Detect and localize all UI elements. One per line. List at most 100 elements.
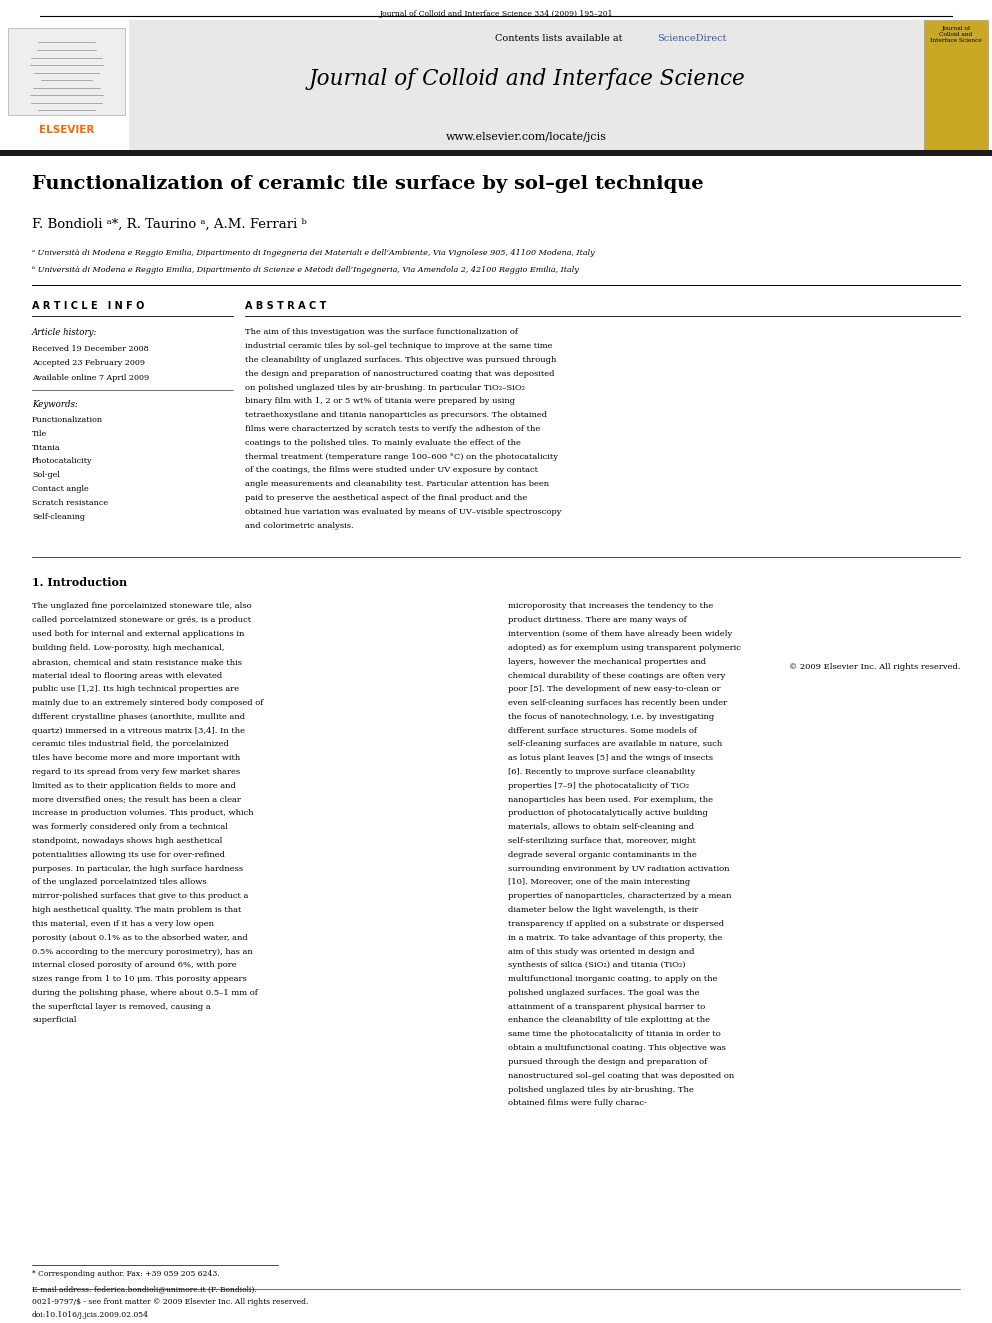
Text: polished unglazed surfaces. The goal was the: polished unglazed surfaces. The goal was… [508,988,699,998]
Text: layers, however the mechanical properties and: layers, however the mechanical propertie… [508,658,706,665]
Text: microporosity that increases the tendency to the: microporosity that increases the tendenc… [508,602,713,610]
Text: Self-cleaning: Self-cleaning [32,512,85,520]
Text: quartz) immersed in a vitreous matrix [3,4]. In the: quartz) immersed in a vitreous matrix [3… [32,726,245,734]
Text: ScienceDirect: ScienceDirect [657,34,726,44]
Text: self-cleaning surfaces are available in nature, such: self-cleaning surfaces are available in … [508,741,722,749]
Text: Contents lists available at: Contents lists available at [494,34,625,44]
Text: different crystalline phases (anorthite, mullite and: different crystalline phases (anorthite,… [32,713,245,721]
Text: ceramic tiles industrial field, the porcelainized: ceramic tiles industrial field, the porc… [32,741,229,749]
Text: industrial ceramic tiles by sol–gel technique to improve at the same time: industrial ceramic tiles by sol–gel tech… [245,343,553,351]
Text: materials, allows to obtain self-cleaning and: materials, allows to obtain self-cleanin… [508,823,694,831]
Text: of the coatings, the films were studied under UV exposure by contact: of the coatings, the films were studied … [245,467,538,475]
Text: Functionalization of ceramic tile surface by sol–gel technique: Functionalization of ceramic tile surfac… [32,176,703,193]
Text: purposes. In particular, the high surface hardness: purposes. In particular, the high surfac… [32,865,243,873]
Text: Article history:: Article history: [32,328,97,337]
Text: tetraethoxysilane and titania nanoparticles as precursors. The obtained: tetraethoxysilane and titania nanopartic… [245,411,548,419]
Text: abrasion, chemical and stain resistance make this: abrasion, chemical and stain resistance … [32,658,242,665]
Text: on polished unglazed tiles by air-brushing. In particular TiO₂–SiO₂: on polished unglazed tiles by air-brushi… [245,384,525,392]
Text: Contact angle: Contact angle [32,486,88,493]
Text: Scratch resistance: Scratch resistance [32,499,108,507]
Text: obtained films were fully charac-: obtained films were fully charac- [508,1099,647,1107]
Text: surrounding environment by UV radiation activation: surrounding environment by UV radiation … [508,865,729,873]
Text: Titania: Titania [32,443,61,451]
Text: called porcelainized stoneware or grés, is a product: called porcelainized stoneware or grés, … [32,617,251,624]
Text: public use [1,2]. Its high technical properties are: public use [1,2]. Its high technical pro… [32,685,239,693]
Text: porosity (about 0.1% as to the absorbed water, and: porosity (about 0.1% as to the absorbed … [32,934,248,942]
Text: mirror-polished surfaces that give to this product a: mirror-polished surfaces that give to th… [32,892,248,900]
Text: during the polishing phase, where about 0.5–1 mm of: during the polishing phase, where about … [32,988,258,998]
Text: attainment of a transparent physical barrier to: attainment of a transparent physical bar… [508,1003,705,1011]
Text: 0021-9797/$ - see front matter © 2009 Elsevier Inc. All rights reserved.: 0021-9797/$ - see front matter © 2009 El… [32,1298,309,1306]
Text: Journal of Colloid and Interface Science 334 (2009) 195–201: Journal of Colloid and Interface Science… [379,11,613,19]
Text: material ideal to flooring areas with elevated: material ideal to flooring areas with el… [32,672,222,680]
Text: superficial: superficial [32,1016,76,1024]
Text: Keywords:: Keywords: [32,401,77,410]
Text: as lotus plant leaves [5] and the wings of insects: as lotus plant leaves [5] and the wings … [508,754,713,762]
Text: aim of this study was oriented in design and: aim of this study was oriented in design… [508,947,694,955]
Text: adopted) as for exemplum using transparent polymeric: adopted) as for exemplum using transpare… [508,644,741,652]
Bar [8,28,125,115]
Text: Accepted 23 February 2009: Accepted 23 February 2009 [32,360,145,368]
Text: self-sterilizing surface that, moreover, might: self-sterilizing surface that, moreover,… [508,837,695,845]
Text: Photocatalicity: Photocatalicity [32,458,92,466]
Text: the cleanability of unglazed surfaces. This objective was pursued through: the cleanability of unglazed surfaces. T… [245,356,557,364]
Text: and colorimetric analysis.: and colorimetric analysis. [245,521,353,529]
Text: the focus of nanotechnology, i.e. by investigating: the focus of nanotechnology, i.e. by inv… [508,713,714,721]
Text: different surface structures. Some models of: different surface structures. Some model… [508,726,697,734]
Text: angle measurements and cleanability test. Particular attention has been: angle measurements and cleanability test… [245,480,550,488]
Text: obtain a multifunctional coating. This objective was: obtain a multifunctional coating. This o… [508,1044,726,1052]
Text: * Corresponding author. Fax: +39 059 205 6243.: * Corresponding author. Fax: +39 059 205… [32,1270,220,1278]
Text: regard to its spread from very few market shares: regard to its spread from very few marke… [32,769,240,777]
Text: The unglazed fine porcelainized stoneware tile, also: The unglazed fine porcelainized stonewar… [32,602,252,610]
Text: Sol-gel: Sol-gel [32,471,60,479]
Text: standpoint, nowadays shows high aesthetical: standpoint, nowadays shows high aestheti… [32,837,222,845]
Text: properties [7–9] the photocatalicity of TiO₂: properties [7–9] the photocatalicity of … [508,782,689,790]
Text: F. Bondioli ᵃ*, R. Taurino ᵃ, A.M. Ferrari ᵇ: F. Bondioli ᵃ*, R. Taurino ᵃ, A.M. Ferra… [32,217,307,230]
Text: thermal treatment (temperature range 100–600 °C) on the photocatalicity: thermal treatment (temperature range 100… [245,452,558,460]
Text: building field. Low-porosity, high mechanical,: building field. Low-porosity, high mecha… [32,644,224,652]
Text: of the unglazed porcelainized tiles allows: of the unglazed porcelainized tiles allo… [32,878,206,886]
Text: mainly due to an extremely sintered body composed of: mainly due to an extremely sintered body… [32,699,263,706]
Text: E-mail address: federica.bondioli@unimore.it (F. Bondioli).: E-mail address: federica.bondioli@unimor… [32,1285,257,1293]
Text: Functionalization: Functionalization [32,415,103,423]
Text: paid to preserve the aesthetical aspect of the final product and the: paid to preserve the aesthetical aspect … [245,493,528,503]
Bar [4,20,129,149]
Text: diameter below the light wavelength, is their: diameter below the light wavelength, is … [508,906,698,914]
Text: even self-cleaning surfaces has recently been under: even self-cleaning surfaces has recently… [508,699,727,706]
Text: Available online 7 April 2009: Available online 7 April 2009 [32,374,149,382]
Text: 1. Introduction: 1. Introduction [32,578,127,589]
Text: intervention (some of them have already been widely: intervention (some of them have already … [508,630,732,638]
Text: binary film with 1, 2 or 5 wt% of titania were prepared by using: binary film with 1, 2 or 5 wt% of titani… [245,397,515,406]
Text: more diversified ones; the result has been a clear: more diversified ones; the result has be… [32,795,241,803]
Text: properties of nanoparticles, characterized by a mean: properties of nanoparticles, characteriz… [508,892,731,900]
Text: used both for internal and external applications in: used both for internal and external appl… [32,630,244,638]
Text: www.elsevier.com/locate/jcis: www.elsevier.com/locate/jcis [446,132,607,142]
Text: high aesthetical quality. The main problem is that: high aesthetical quality. The main probl… [32,906,241,914]
Text: nanoparticles has been used. For exemplum, the: nanoparticles has been used. For exemplu… [508,795,713,803]
Text: poor [5]. The development of new easy-to-clean or: poor [5]. The development of new easy-to… [508,685,720,693]
Text: the superficial layer is removed, causing a: the superficial layer is removed, causin… [32,1003,210,1011]
Text: enhance the cleanability of tile exploiting at the: enhance the cleanability of tile exploit… [508,1016,710,1024]
Text: product dirtiness. There are many ways of: product dirtiness. There are many ways o… [508,617,686,624]
Bar [4,20,924,149]
Text: transparency if applied on a substrate or dispersed: transparency if applied on a substrate o… [508,919,724,927]
Text: sizes range from 1 to 10 μm. This porosity appears: sizes range from 1 to 10 μm. This porosi… [32,975,247,983]
Text: potentialities allowing its use for over-refined: potentialities allowing its use for over… [32,851,225,859]
Text: was formerly considered only from a technical: was formerly considered only from a tech… [32,823,228,831]
Text: this material, even if it has a very low open: this material, even if it has a very low… [32,919,214,927]
Text: coatings to the polished tiles. To mainly evaluate the effect of the: coatings to the polished tiles. To mainl… [245,439,521,447]
Text: [10]. Moreover, one of the main interesting: [10]. Moreover, one of the main interest… [508,878,690,886]
Text: production of photocatalytically active building: production of photocatalytically active … [508,810,708,818]
Text: © 2009 Elsevier Inc. All rights reserved.: © 2009 Elsevier Inc. All rights reserved… [789,663,960,671]
Text: ᵇ Università di Modena e Reggio Emilia, Dipartimento di Scienze e Metodi dell’In: ᵇ Università di Modena e Reggio Emilia, … [32,266,578,274]
Text: films were characterized by scratch tests to verify the adhesion of the: films were characterized by scratch test… [245,425,541,433]
Text: doi:10.1016/j.jcis.2009.02.054: doi:10.1016/j.jcis.2009.02.054 [32,1311,149,1319]
Text: Received 19 December 2008: Received 19 December 2008 [32,345,149,353]
Text: multifunctional inorganic coating, to apply on the: multifunctional inorganic coating, to ap… [508,975,717,983]
Text: degrade several organic contaminants in the: degrade several organic contaminants in … [508,851,696,859]
Text: The aim of this investigation was the surface functionalization of: The aim of this investigation was the su… [245,328,518,336]
Text: limited as to their application fields to more and: limited as to their application fields t… [32,782,236,790]
Text: obtained hue variation was evaluated by means of UV–visible spectroscopy: obtained hue variation was evaluated by … [245,508,561,516]
Text: chemical durability of these coatings are often very: chemical durability of these coatings ar… [508,672,725,680]
Text: Journal of Colloid and Interface Science: Journal of Colloid and Interface Science [309,67,745,90]
